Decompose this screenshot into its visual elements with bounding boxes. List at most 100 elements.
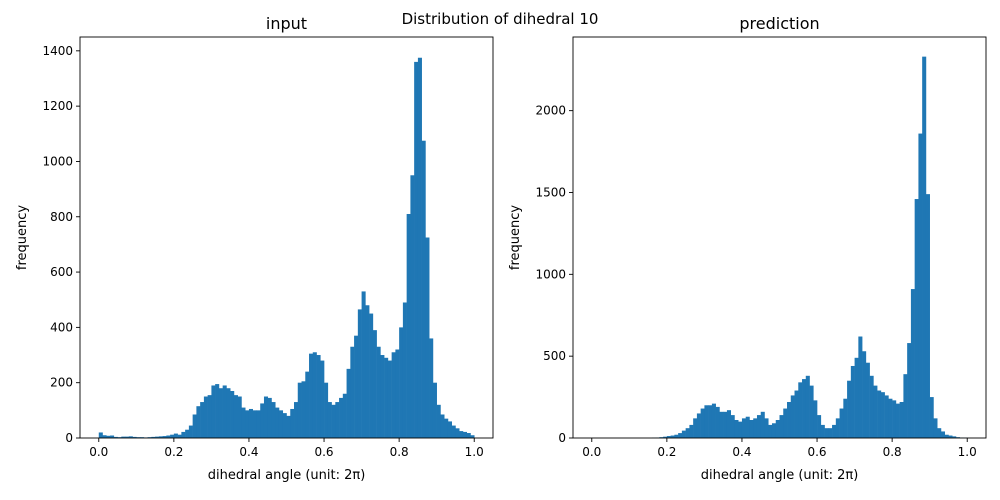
histogram-bar [907, 343, 912, 438]
histogram-bar [447, 421, 452, 438]
axes-frame [572, 36, 987, 439]
x-tick-label: 0.4 [239, 445, 258, 459]
histogram-bar [387, 360, 392, 438]
x-tick-label: 1.0 [958, 445, 977, 459]
histogram-bar [173, 433, 178, 438]
histogram-bar [151, 436, 156, 438]
histogram-bar [783, 408, 788, 438]
histogram-bar [802, 379, 807, 438]
histogram-bar [693, 418, 698, 438]
histogram-bar [918, 133, 923, 438]
x-tick-label: 0.2 [657, 445, 676, 459]
histogram-bar [764, 418, 769, 438]
histogram-bar [459, 431, 464, 438]
histogram-bar [734, 420, 739, 438]
histogram-bar [888, 398, 893, 438]
histogram-bar [350, 346, 355, 438]
y-tick-label: 1400 [42, 44, 73, 58]
histogram-bar [771, 423, 777, 438]
histogram-bar [940, 431, 945, 438]
histogram-bar [263, 396, 269, 438]
histogram-bar [944, 434, 949, 438]
histogram-bar [200, 402, 205, 438]
y-tick-label: 2000 [535, 104, 566, 118]
histogram-bar [421, 140, 426, 438]
y-tick-label: 600 [50, 265, 73, 279]
histogram-bar [685, 428, 690, 438]
histogram-bar [342, 393, 347, 438]
histogram-bar [858, 336, 863, 438]
axes-frame [79, 36, 494, 439]
x-tick-label: 0.2 [164, 445, 183, 459]
histogram-bar [106, 435, 111, 438]
histogram-bar [884, 395, 889, 438]
histogram-bar [741, 418, 746, 438]
histogram-bar [749, 420, 754, 438]
histogram-bar [813, 400, 818, 438]
histogram-bar [297, 382, 302, 438]
x-tick-label: 0.6 [314, 445, 333, 459]
histogram-bar [753, 418, 758, 438]
histogram-bar [704, 405, 709, 438]
histogram-bar [203, 396, 208, 438]
histogram-bar [922, 56, 927, 438]
histogram-bar [937, 428, 942, 438]
histogram-bar [211, 385, 216, 438]
histogram-bar [948, 435, 953, 438]
histogram-bar [215, 384, 220, 438]
histogram-bar [820, 424, 825, 438]
x-tick-label: 0.8 [883, 445, 902, 459]
histogram-bar [376, 346, 381, 438]
histogram-bar [745, 416, 750, 438]
x-tick-label: 0.0 [89, 445, 108, 459]
histogram-bar [188, 425, 193, 438]
histogram-bar [233, 395, 238, 438]
histogram-bar [865, 362, 870, 438]
histogram-bar [444, 418, 449, 438]
histogram-input: 0.0 0.2 0.4 0.6 0.8 1.0 0 200 400 600 800 1000 1200 1… [15, 14, 494, 483]
histogram-bar [462, 431, 468, 438]
histogram-bar [275, 407, 280, 438]
x-tick-label: 0.0 [582, 445, 601, 459]
histogram-bar [674, 434, 679, 438]
x-axis-label: dihedral angle (unit: 2π) [701, 468, 859, 483]
histogram-bar [252, 410, 257, 438]
histogram-bar [877, 390, 882, 438]
histogram-bar [451, 425, 456, 438]
histogram-bar [369, 313, 374, 438]
histogram-bar [824, 428, 829, 438]
histogram-bar [155, 436, 160, 438]
histogram-bar [933, 418, 938, 438]
histogram-bar [294, 402, 299, 438]
histogram-bar [391, 352, 396, 438]
histogram-bar [738, 421, 743, 438]
histogram-bar [899, 401, 904, 438]
histogram-bar [222, 385, 227, 438]
histogram-bar [132, 436, 137, 438]
histogram-bar [406, 213, 411, 438]
histogram-bar [414, 61, 419, 438]
histogram-bar [230, 390, 235, 438]
histogram-bar [125, 436, 130, 438]
y-tick-label: 1200 [42, 99, 73, 113]
histogram-bar [207, 395, 212, 438]
histogram-bar [925, 194, 930, 438]
histogram-bar [779, 415, 784, 438]
histogram-bar [380, 355, 385, 438]
histogram-bar [316, 355, 321, 438]
histogram-bar [339, 397, 344, 438]
histogram-bar [290, 408, 295, 438]
histogram-bar [817, 415, 822, 438]
histogram-bar [331, 404, 336, 438]
histogram-bar [256, 410, 261, 438]
histogram-bar [903, 374, 908, 438]
histogram-bar [873, 385, 878, 438]
histogram-bar [158, 436, 163, 438]
histogram-bar [181, 431, 186, 438]
histogram-bar [832, 424, 837, 438]
histogram-bar [839, 408, 844, 438]
histogram-prediction: 0.0 0.2 0.4 0.6 0.8 1.0 0 500 1000 1500 2000 predic… [508, 14, 987, 483]
histogram-bar [809, 385, 814, 438]
y-tick-label: 0 [65, 431, 73, 445]
histogram-bar [910, 289, 915, 438]
